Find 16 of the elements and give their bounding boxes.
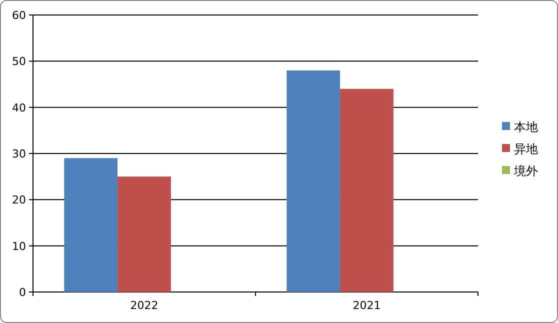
bar [118, 176, 171, 292]
y-tick-label: 60 [12, 9, 26, 22]
x-tick-label: 2021 [352, 299, 381, 312]
legend-label: 本地 [514, 120, 538, 134]
y-tick-label: 10 [12, 240, 26, 253]
legend-label: 境外 [513, 164, 538, 178]
y-tick-label: 30 [12, 148, 26, 160]
bar [340, 88, 394, 292]
y-tick-label: 40 [12, 101, 26, 114]
y-tick-label: 0 [19, 286, 26, 299]
y-tick-label: 50 [12, 55, 26, 68]
legend-label: 异地 [514, 142, 538, 156]
y-tick-label: 20 [12, 194, 26, 207]
bar [64, 158, 118, 292]
x-tick-label: 2022 [130, 299, 158, 312]
bar [286, 70, 340, 292]
